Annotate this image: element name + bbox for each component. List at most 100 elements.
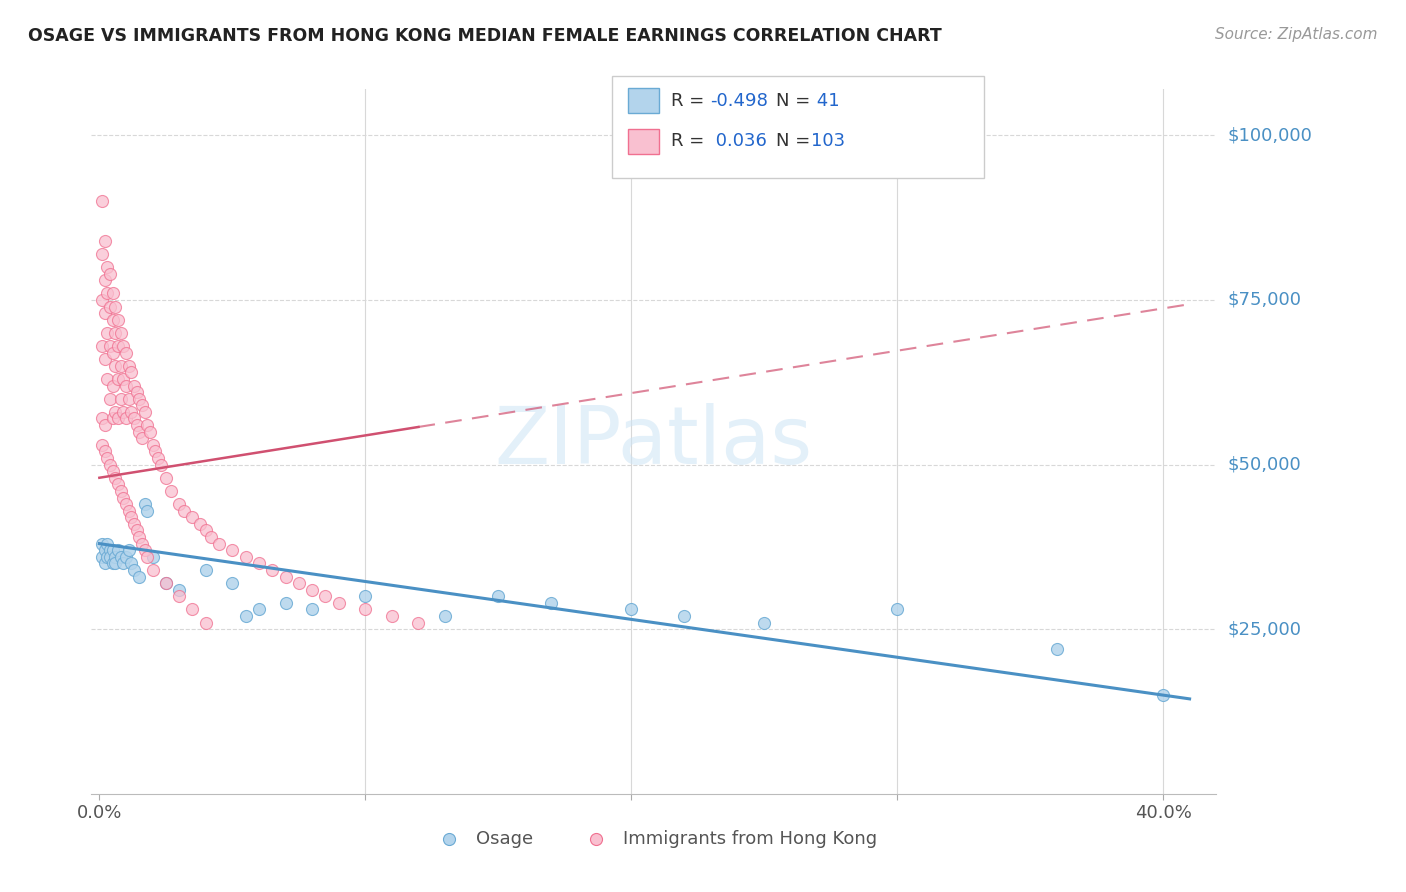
Point [1046,642,1069,657]
Point [167,497,190,511]
Point [98,549,121,564]
Point [141,563,163,577]
Point [125,524,148,538]
Point [93,352,115,367]
Point [117,392,139,406]
Point [149,458,172,472]
Point [98,267,121,281]
Point [115,497,138,511]
Point [104,300,127,314]
Text: 41: 41 [811,92,839,110]
Point [136,418,159,433]
Point [91,549,114,564]
Point [235,609,257,624]
Point [354,602,377,616]
Point [104,557,127,571]
Text: $75,000: $75,000 [1227,291,1302,309]
Point [91,247,114,261]
Point [128,392,150,406]
Point [98,458,121,472]
Point [96,286,118,301]
Point [117,543,139,558]
Point [104,359,127,373]
Point [107,312,129,326]
Point [122,516,145,531]
Point [134,543,156,558]
Point [139,425,162,439]
Point [93,306,115,320]
Point [101,345,124,359]
Point [122,378,145,392]
Point [96,536,118,550]
Point [673,609,696,624]
Point [190,516,212,531]
Point [134,405,156,419]
Point [101,378,124,392]
Point [134,497,156,511]
Point [91,536,114,550]
Point [131,431,153,445]
Point [247,557,270,571]
Point [128,425,150,439]
Point [93,234,115,248]
Point [128,530,150,544]
Point [155,576,177,591]
Point [125,385,148,400]
Point [101,557,124,571]
Point [93,444,115,458]
Point [120,510,142,524]
Point [96,549,118,564]
Point [200,530,222,544]
Point [122,411,145,425]
Point [112,491,135,505]
Point [194,524,217,538]
Point [328,596,350,610]
Text: N =: N = [776,92,815,110]
Point [288,576,311,591]
Point [886,602,908,616]
Point [112,557,135,571]
Point [101,312,124,326]
Point [91,438,114,452]
Point [96,326,118,340]
Point [101,286,124,301]
Point [301,602,323,616]
Point [93,557,115,571]
Point [112,405,135,419]
Point [122,563,145,577]
Point [141,549,163,564]
Point [96,372,118,386]
Text: $50,000: $50,000 [1227,456,1301,474]
Point [110,359,132,373]
Point [143,444,166,458]
Point [221,576,243,591]
Point [408,615,430,630]
Point [301,582,323,597]
Point [107,411,129,425]
Point [540,596,562,610]
Point [173,504,195,518]
Text: R =: R = [671,92,710,110]
Point [107,339,129,353]
Point [486,590,509,604]
Point [110,483,132,498]
Point [136,504,159,518]
Point [96,260,118,274]
Text: OSAGE VS IMMIGRANTS FROM HONG KONG MEDIAN FEMALE EARNINGS CORRELATION CHART: OSAGE VS IMMIGRANTS FROM HONG KONG MEDIA… [28,27,942,45]
Point [98,339,121,353]
Point [117,504,139,518]
Point [98,392,121,406]
Point [117,359,139,373]
Point [181,602,204,616]
Point [120,405,142,419]
Point [112,372,135,386]
Point [93,543,115,558]
Point [381,609,404,624]
Point [194,563,217,577]
Point [98,300,121,314]
Point [115,411,138,425]
Point [262,563,284,577]
Point [104,549,127,564]
Point [167,590,190,604]
Point [235,549,257,564]
